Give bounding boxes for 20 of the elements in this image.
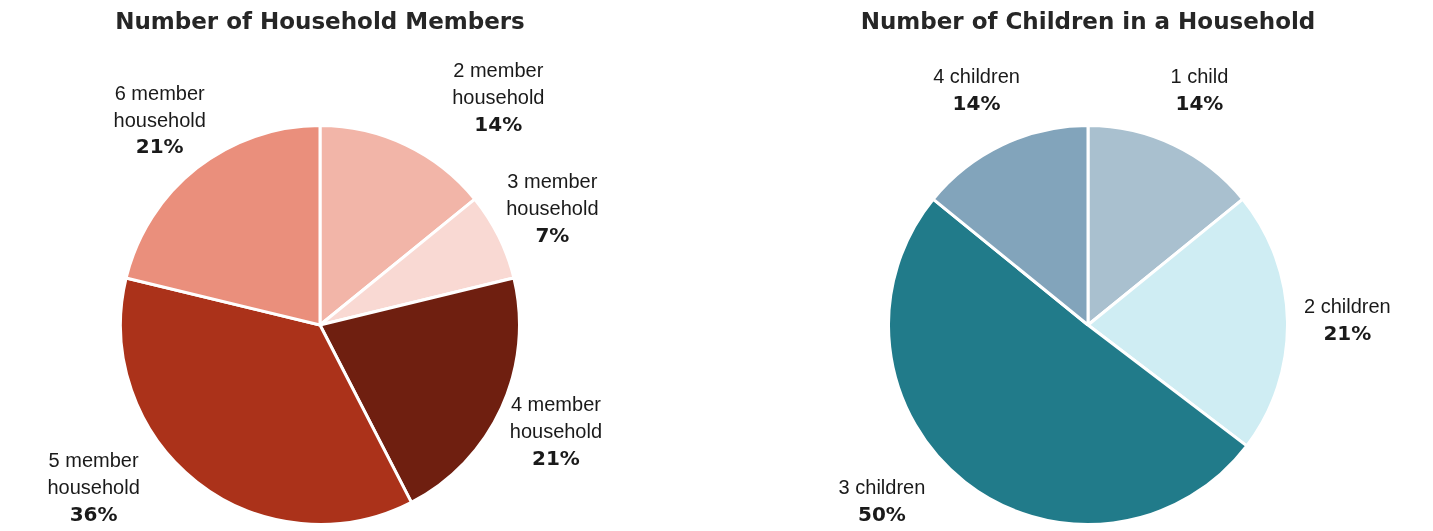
slice-label: 4 member household xyxy=(509,393,603,443)
chart-title: Number of Children in a Household xyxy=(859,8,1317,34)
slice-label: 5 member household xyxy=(47,449,140,499)
chart-title: Number of Household Members xyxy=(114,8,526,34)
slice-label: 3 member household xyxy=(506,170,599,220)
data-label: 14% xyxy=(952,90,1001,115)
data-label: 21% xyxy=(531,445,580,470)
slice-label: 2 member household xyxy=(452,59,545,109)
data-label: 14% xyxy=(1175,90,1224,115)
data-label: 14% xyxy=(474,111,523,136)
data-label: 21% xyxy=(1323,320,1372,345)
slice-label: 3 children xyxy=(838,476,926,499)
data-label: 36% xyxy=(69,501,118,526)
slice-label: 2 children xyxy=(1303,294,1391,317)
data-label: 50% xyxy=(858,501,906,526)
slice-label: 4 children xyxy=(933,64,1020,87)
slice-label: 6 member household xyxy=(113,81,206,131)
data-label: 7% xyxy=(535,223,570,248)
data-label: 21% xyxy=(135,134,184,159)
slice-label: 1 child xyxy=(1170,64,1229,87)
